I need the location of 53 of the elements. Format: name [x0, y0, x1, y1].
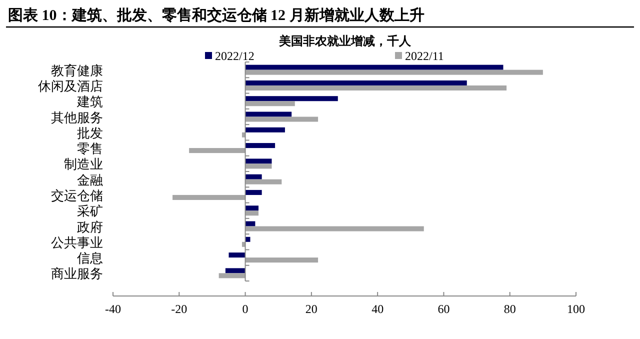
bar — [245, 143, 276, 148]
bar — [245, 158, 272, 164]
x-tick-label: -40 — [105, 302, 121, 316]
x-tick-label: 80 — [504, 302, 516, 316]
y-tick-label: 批发 — [77, 125, 103, 140]
bar — [242, 242, 246, 247]
bar — [225, 268, 246, 274]
y-tick-label: 休闲及酒店 — [38, 78, 103, 94]
legend-label: 2022/11 — [405, 49, 444, 63]
bar — [245, 85, 507, 90]
bar — [245, 258, 318, 263]
y-tick-label: 其他服务 — [51, 110, 103, 125]
bar — [245, 64, 504, 70]
y-tick-label: 零售 — [77, 141, 103, 156]
bar — [245, 221, 256, 226]
bar — [228, 252, 246, 258]
y-tick-label: 制造业 — [64, 156, 103, 172]
bar — [172, 194, 246, 200]
y-tick-label: 金融 — [77, 172, 103, 188]
bar — [245, 101, 295, 106]
bar — [245, 174, 262, 180]
bar — [218, 273, 246, 278]
bar — [189, 148, 246, 154]
y-tick-label: 公共事业 — [51, 234, 103, 250]
legend-label: 2022/12 — [215, 49, 254, 63]
bar — [245, 164, 272, 169]
x-tick-label: 20 — [305, 302, 318, 316]
chart-title: 图表 10：建筑、批发、零售和交运仓储 12 月新增就业人数上升 — [8, 6, 424, 24]
y-tick-label: 信息 — [77, 250, 103, 266]
bar — [245, 127, 285, 132]
x-tick-label: 40 — [372, 302, 384, 316]
x-tick-label: 0 — [242, 302, 248, 316]
bar — [245, 80, 467, 86]
bar — [245, 210, 259, 216]
x-tick-label: 100 — [567, 302, 585, 316]
bar — [245, 116, 318, 122]
y-tick-label: 教育健康 — [51, 62, 103, 78]
y-tick-label: 交运仓储 — [51, 188, 103, 203]
x-tick-label: -20 — [171, 302, 188, 316]
y-tick-label: 政府 — [77, 219, 103, 234]
bar — [245, 190, 262, 195]
bar — [245, 70, 543, 75]
bar — [245, 226, 424, 232]
y-tick-label: 建筑 — [76, 94, 103, 110]
bar — [245, 96, 338, 102]
bar — [242, 132, 246, 138]
bar — [245, 112, 292, 117]
x-tick-label: 60 — [438, 302, 450, 316]
bar — [245, 179, 282, 184]
y-tick-label: 采矿 — [77, 204, 103, 219]
chart-subtitle: 美国非农就业增减，千人 — [278, 34, 412, 48]
bar — [245, 206, 259, 211]
y-tick-label: 商业服务 — [51, 266, 103, 282]
